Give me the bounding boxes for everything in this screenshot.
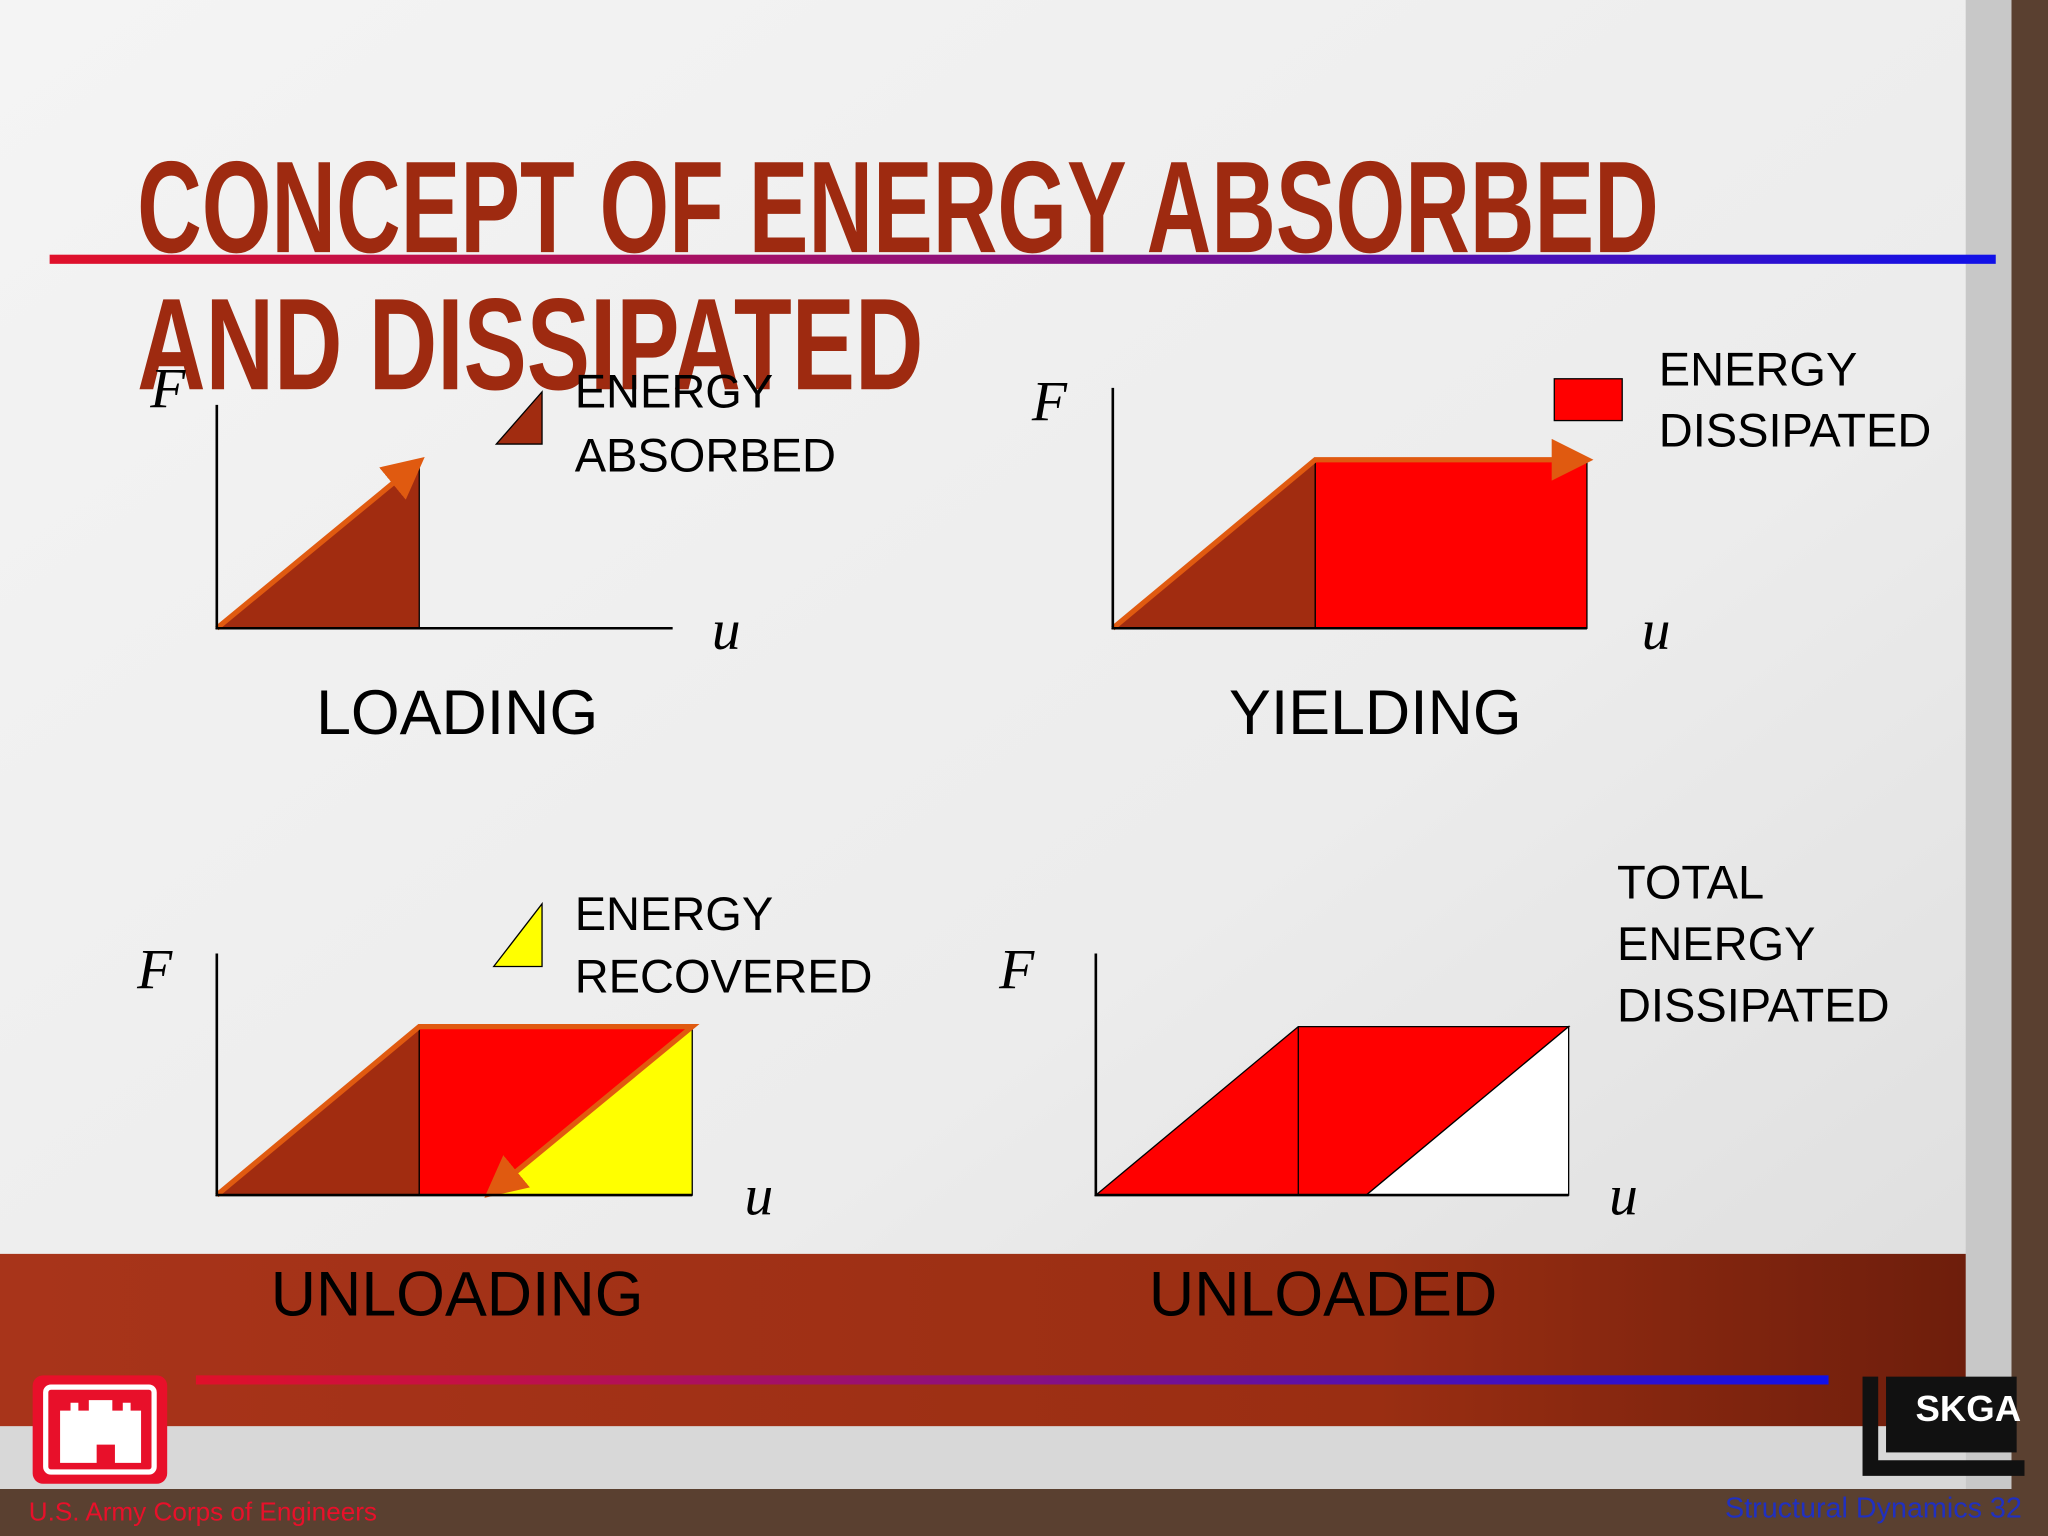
title-line: CONCEPT OF ENERGY ABSORBED <box>137 134 1659 280</box>
panel-yielding: F u YIELDING ENERGY DISSIPATED <box>1031 342 1932 748</box>
title: CONCEPT OF ENERGY ABSORBED AND DISSIPATE… <box>137 134 1659 417</box>
legend-text: DISSIPATED <box>1617 978 1890 1031</box>
side-band <box>1965 0 2012 1489</box>
slide-number: Structural Dynamics 32 <box>1725 1493 2022 1525</box>
bottom-rule <box>195 1375 1829 1385</box>
x-axis-label: u <box>744 1165 773 1228</box>
legend-text: ENERGY <box>575 365 774 418</box>
logo-text: SKGA <box>1916 1388 2022 1429</box>
legend-text: RECOVERED <box>575 950 873 1003</box>
load-path <box>1111 438 1594 631</box>
caption: UNLOADING <box>271 1259 644 1329</box>
skga-logo: SKGA <box>1862 1376 2025 1476</box>
organization: U.S. Army Corps of Engineers <box>29 1496 377 1526</box>
legend-swatch <box>494 390 543 445</box>
title-line: AND DISSIPATED <box>137 271 923 417</box>
legend-text: ENERGY <box>1659 342 1858 395</box>
legend-swatch <box>1553 378 1623 422</box>
panel-loading: F u LOADING ENERGY ABSORBED <box>149 358 836 749</box>
castle-logo <box>32 1375 168 1484</box>
y-axis-label: F <box>149 358 186 421</box>
slide-background <box>0 0 2012 1489</box>
y-axis-label: F <box>998 939 1035 1002</box>
panel-unloaded: F u UNLOADED TOTAL ENERGY DISSIPATED <box>998 856 1889 1330</box>
x-axis-label: u <box>1609 1165 1638 1228</box>
caption: LOADING <box>316 678 598 748</box>
legend-text: TOTAL <box>1617 856 1764 909</box>
load-path <box>215 1023 700 1198</box>
y-axis-label: F <box>136 939 173 1002</box>
panel-unloading: F u UNLOADING ENERGY RECOVERED <box>136 887 872 1329</box>
top-rule <box>49 254 1996 264</box>
logo-frame <box>43 1384 157 1475</box>
legend-text: ENERGY <box>1617 917 1816 970</box>
legend-text: DISSIPATED <box>1659 404 1932 457</box>
caption: YIELDING <box>1229 678 1522 748</box>
axes <box>1111 387 1587 630</box>
axes <box>215 404 673 630</box>
caption: UNLOADED <box>1149 1259 1497 1329</box>
load-path <box>215 457 425 631</box>
x-axis-label: u <box>1642 599 1671 662</box>
logo-bracket <box>1862 1376 2025 1476</box>
logo-box <box>1886 1376 2017 1453</box>
bottom-band <box>0 1253 1966 1427</box>
energy-dissipated <box>1314 459 1588 629</box>
castle <box>60 1400 142 1463</box>
legend-text: ABSORBED <box>575 429 836 482</box>
legend-swatch <box>492 901 543 968</box>
legend-text: ENERGY <box>575 887 774 940</box>
axes <box>215 953 693 1197</box>
x-axis-label: u <box>712 599 741 662</box>
y-axis-label: F <box>1031 371 1068 434</box>
axes <box>1094 953 1569 1197</box>
footer-strip <box>0 1426 1966 1489</box>
